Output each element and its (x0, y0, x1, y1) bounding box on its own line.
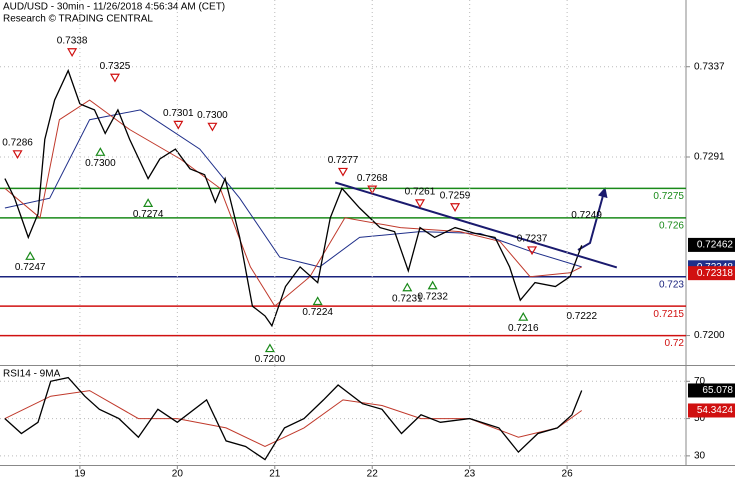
level-label: 0.7275 (653, 191, 684, 202)
high-marker (367, 185, 378, 195)
low-marker (25, 251, 36, 260)
annotation-label: 0.7301 (163, 108, 194, 119)
last-value-box (688, 403, 735, 418)
high-marker (173, 120, 184, 130)
annotation-label: 0.7325 (100, 61, 131, 72)
annotation-label: 0.7231 (392, 293, 423, 304)
annotation-label: 0.7286 (2, 137, 33, 148)
low-marker (264, 343, 275, 353)
annotation-label: 0.7232 (417, 291, 448, 302)
high-marker (337, 167, 349, 177)
projection-arrow (577, 187, 608, 251)
high-marker (207, 122, 218, 132)
series-line (4, 109, 582, 268)
level-label: 0.7215 (653, 309, 684, 320)
last-value-label: 0.72318 (697, 268, 734, 279)
annotation-label: 0.7200 (255, 354, 286, 365)
annotation-label: 0.7268 (357, 173, 388, 184)
high-marker (67, 48, 78, 57)
series-line (4, 99, 582, 307)
low-marker (518, 311, 529, 321)
annotation-label: 0.7259 (440, 190, 471, 201)
low-marker (143, 198, 154, 207)
x-tick-label: 20 (172, 469, 184, 480)
annotation-label: 0.7224 (302, 307, 333, 318)
low-marker (402, 282, 413, 292)
x-tick-label: 26 (562, 469, 574, 480)
annotation-label: 0.7277 (328, 155, 359, 166)
high-marker (12, 150, 23, 160)
high-marker (414, 199, 426, 209)
annotation-label: 0.7222 (566, 311, 597, 322)
chart-subtitle: Research © TRADING CENTRAL (3, 14, 153, 25)
low-marker (427, 280, 438, 290)
low-marker (312, 296, 323, 306)
annotation-label: 0.7237 (517, 234, 548, 245)
trendline (334, 181, 618, 269)
last-value-box (688, 383, 735, 398)
last-value-label: 65.078 (702, 385, 733, 396)
high-marker (109, 73, 121, 83)
annotation-label: 0.7247 (15, 262, 46, 273)
annotation-label: 0.7249 (571, 210, 602, 221)
annotation-label: 0.7300 (197, 110, 228, 121)
rsi-title: RSI14 - 9MA (3, 369, 61, 380)
annotation-label: 0.7261 (405, 187, 436, 198)
series-line (4, 376, 583, 461)
level-label: 0.723 (659, 279, 684, 290)
y-tick-label: 30 (694, 451, 706, 462)
x-tick-label: 19 (74, 469, 86, 480)
annotation-label: 0.7300 (85, 158, 116, 169)
annotation-label: 0.7274 (133, 209, 164, 220)
high-marker (527, 246, 538, 256)
high-marker (450, 203, 461, 212)
y-tick-label: 0.7291 (694, 152, 725, 163)
level-label: 0.72 (665, 338, 685, 349)
low-marker (95, 147, 106, 156)
y-tick-label: 70 (694, 376, 706, 387)
last-value-box (688, 237, 735, 252)
last-value-label: 54.3424 (697, 405, 734, 416)
annotation-label: 0.7338 (57, 35, 88, 46)
x-tick-label: 22 (367, 469, 379, 480)
x-tick-label: 23 (464, 469, 476, 480)
last-value-label: 0.72462 (697, 240, 734, 251)
y-tick-label: 50 (694, 413, 706, 424)
y-tick-label: 0.7337 (694, 61, 725, 72)
x-tick-label: 21 (269, 469, 281, 480)
y-tick-label: 0.7200 (694, 330, 725, 341)
level-label: 0.726 (659, 220, 684, 231)
last-value-box (688, 266, 735, 281)
chart-title: AUD/USD - 30min - 11/26/2018 4:56:34 AM … (3, 2, 225, 13)
annotation-label: 0.7216 (508, 323, 539, 334)
